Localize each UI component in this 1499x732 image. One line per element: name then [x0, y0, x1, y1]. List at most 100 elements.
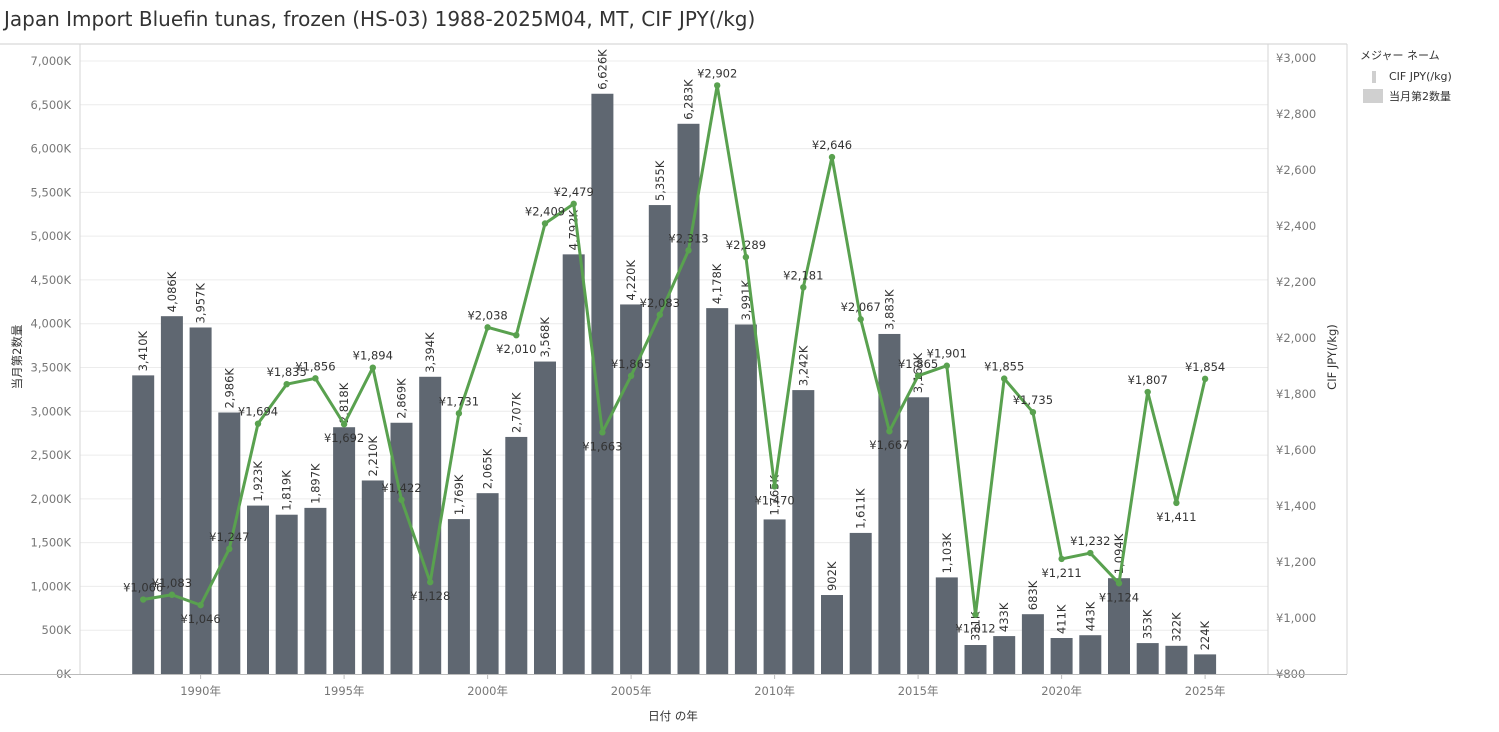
- x-tick-label: 2025年: [1185, 684, 1226, 698]
- line-point: [427, 578, 434, 586]
- bar-data-label: 322K: [1169, 612, 1183, 642]
- line-data-label: ¥1,128: [410, 589, 450, 603]
- bar: [505, 436, 528, 674]
- line-point: [570, 200, 577, 208]
- bar-data-label: 433K: [997, 602, 1011, 632]
- bar-data-label: 4,178K: [710, 263, 724, 304]
- line-point: [771, 483, 778, 490]
- line-data-label: ¥1,735: [1013, 393, 1053, 407]
- price-line-path: [142, 83, 1207, 617]
- line-point: [857, 316, 864, 323]
- y-left-tick-label: 1,000K: [31, 579, 72, 593]
- bar-data-label: 1,611K: [854, 488, 868, 529]
- line-point: [168, 591, 176, 598]
- y-left-tick-label: 4,000K: [31, 317, 72, 331]
- bar: [907, 397, 930, 674]
- bar-data-label: 224K: [1198, 620, 1212, 650]
- line-point: [972, 611, 979, 618]
- line-data-label: ¥2,646: [812, 138, 852, 152]
- y-left-tick-label: 7,000K: [31, 54, 72, 68]
- x-tick-label: 2020年: [1041, 684, 1082, 698]
- bar: [447, 519, 470, 674]
- x-tick-label: 1995年: [324, 684, 365, 698]
- bar-data-label: 902K: [825, 561, 839, 591]
- bar: [361, 480, 384, 674]
- bar: [1079, 635, 1102, 674]
- bar: [476, 493, 499, 674]
- bar: [964, 645, 987, 674]
- line-data-label: ¥1,856: [295, 359, 335, 373]
- bar-data-label: 2,210K: [366, 436, 380, 477]
- bar: [189, 327, 212, 674]
- bar: [849, 532, 872, 674]
- line-data-label: ¥2,479: [554, 185, 594, 199]
- bars: [132, 93, 1217, 675]
- line-point: [312, 375, 319, 382]
- bar: [419, 376, 442, 674]
- y-left-tick-label: 2,500K: [31, 448, 72, 462]
- line-point: [513, 332, 520, 339]
- legend-item-bar[interactable]: 当月第2数量: [1360, 86, 1452, 105]
- y-right-tick-label: ¥1,400: [1276, 499, 1316, 513]
- line-point: [484, 324, 491, 331]
- line-data-label: ¥1,894: [353, 349, 393, 363]
- bar: [1194, 654, 1217, 674]
- bar: [792, 390, 815, 674]
- line-data-label: ¥2,313: [668, 231, 708, 245]
- line-data-label: ¥2,289: [726, 238, 766, 252]
- legend-item-line[interactable]: CIF JPY(/kg): [1360, 67, 1452, 86]
- bar-data-label: 1,923K: [251, 461, 265, 502]
- y-right-tick-label: ¥2,400: [1276, 219, 1316, 233]
- line-data-label: ¥1,855: [984, 360, 1024, 374]
- line-point: [1144, 388, 1151, 396]
- line-point: [283, 381, 290, 388]
- line-data-label: ¥1,066: [123, 581, 163, 595]
- legend-label-bar: 当月第2数量: [1389, 89, 1451, 103]
- bar-data-label: 4,220K: [624, 260, 638, 301]
- line-point: [1087, 549, 1094, 557]
- y-left-tick-label: 5,000K: [31, 229, 72, 243]
- line-data-label: ¥1,731: [439, 394, 479, 408]
- bar: [1021, 614, 1044, 674]
- bar: [562, 254, 585, 674]
- y-right-tick-label: ¥2,800: [1276, 107, 1316, 121]
- bar-data-label: 353K: [1141, 609, 1155, 639]
- y-right-tick-label: ¥1,600: [1276, 443, 1316, 457]
- bar: [275, 514, 298, 674]
- bar-data-label: 443K: [1083, 601, 1097, 631]
- bar: [620, 304, 643, 674]
- bar: [160, 316, 183, 674]
- line-data-label: ¥2,181: [783, 268, 823, 282]
- line-data-label: ¥1,247: [209, 530, 249, 544]
- line-point: [943, 362, 950, 369]
- bar: [935, 577, 958, 674]
- y-left-tick-label: 5,500K: [31, 185, 72, 199]
- line-point: [541, 220, 549, 227]
- line-data-label: ¥1,667: [869, 438, 909, 452]
- y-left-tick-label: 6,500K: [31, 98, 72, 112]
- line-data-label: ¥2,010: [496, 342, 536, 356]
- line-point: [627, 372, 635, 379]
- bar-swatch-icon: [1363, 88, 1383, 103]
- legend-label-line: CIF JPY(/kg): [1389, 70, 1452, 83]
- bar-data-label: 5,355K: [653, 160, 667, 201]
- line-data-label: ¥1,232: [1070, 534, 1110, 548]
- y-left-tick-label: 1,500K: [31, 536, 72, 550]
- y-left-tick-label: 4,500K: [31, 273, 72, 287]
- y-left-tick-label: 2,000K: [31, 492, 72, 506]
- line-point: [800, 284, 807, 291]
- line-point: [398, 496, 405, 504]
- line-point: [1201, 375, 1209, 383]
- y-axis-right-title: CIF JPY(/kg): [1325, 324, 1339, 390]
- axes: 0K500K1,000K1,500K2,000K2,500K3,000K3,50…: [0, 43, 1348, 698]
- line-data-label: ¥1,012: [955, 622, 995, 636]
- bar-data-label: 683K: [1026, 580, 1040, 610]
- y-right-tick-label: ¥1,800: [1276, 387, 1316, 401]
- bar-data-label: 3,410K: [136, 330, 150, 371]
- x-tick-label: 2010年: [754, 684, 795, 698]
- y-right-tick-label: ¥1,200: [1276, 555, 1316, 569]
- bar: [390, 422, 413, 674]
- legend: メジャー ネーム CIF JPY(/kg) 当月第2数量: [1360, 47, 1452, 105]
- line-data-label: ¥1,807: [1128, 373, 1168, 387]
